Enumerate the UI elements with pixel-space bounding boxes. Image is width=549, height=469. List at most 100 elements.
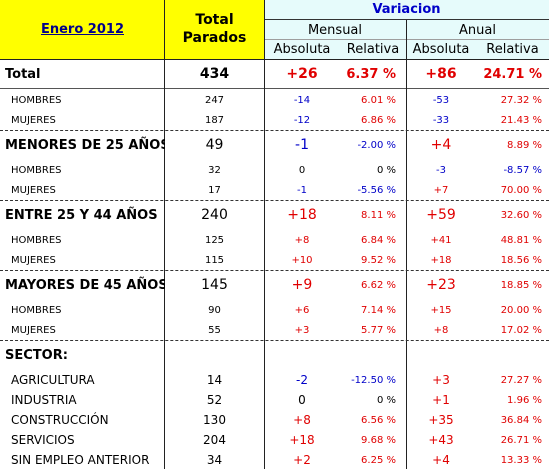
anual-relativa-value: 17.02 % bbox=[500, 324, 542, 336]
anual-absoluta-value: +23 bbox=[426, 277, 456, 293]
anual-relativa-value: 18.85 % bbox=[500, 279, 542, 291]
anual-absoluta-header: Absoluta bbox=[412, 41, 470, 57]
anual-relativa-value: 70.00 % bbox=[500, 184, 542, 196]
mensual-absoluta-value: -12 bbox=[293, 114, 311, 126]
column-divider bbox=[164, 0, 165, 469]
mensual-absoluta-value: -1 bbox=[295, 137, 309, 153]
anual-absoluta-value: +59 bbox=[426, 207, 456, 223]
total-column-background bbox=[165, 0, 264, 469]
anual-absoluta-value: +15 bbox=[430, 304, 452, 316]
mensual-absoluta-header: Absoluta bbox=[273, 41, 331, 57]
mensual-absoluta-value: +18 bbox=[287, 207, 317, 223]
mensual-absoluta-value: 0 bbox=[298, 164, 306, 176]
total-parados-value: 55 bbox=[208, 324, 221, 336]
total-bottom-rule bbox=[0, 88, 549, 89]
total-parados-value: 145 bbox=[201, 277, 228, 293]
row-label: HOMBRES bbox=[11, 94, 62, 106]
variacion-header: Variacion bbox=[372, 2, 441, 17]
mensual-relativa-value: 5.77 % bbox=[361, 324, 396, 336]
anual-relativa-value: 32.60 % bbox=[500, 209, 542, 221]
period-label: Enero 2012 bbox=[40, 22, 124, 37]
mensual-absoluta-value: +10 bbox=[291, 254, 313, 266]
anual-absoluta-value: +7 bbox=[433, 184, 449, 196]
anual-relativa-value: 27.27 % bbox=[500, 374, 542, 386]
mensual-relativa-value: 6.56 % bbox=[361, 414, 396, 426]
total-parados-value: 49 bbox=[205, 137, 224, 153]
mensual-absoluta-value: +9 bbox=[291, 277, 313, 293]
anual-absoluta-value: -33 bbox=[432, 114, 450, 126]
anual-relativa-value: -8.57 % bbox=[503, 164, 542, 176]
total-parados-value: 52 bbox=[206, 393, 223, 407]
row-label: MUJERES bbox=[11, 114, 56, 126]
mensual-relativa-value: -2.00 % bbox=[357, 139, 396, 151]
column-divider bbox=[264, 0, 265, 469]
total-header-cell bbox=[165, 0, 264, 59]
row-label: Total bbox=[5, 66, 41, 82]
row-label: MUJERES bbox=[11, 254, 56, 266]
anual-absoluta-value: +4 bbox=[432, 453, 450, 467]
row-label: MAYORES DE 45 AÑOS bbox=[5, 277, 165, 293]
mensual-relativa-value: 8.11 % bbox=[361, 209, 396, 221]
mensual-absoluta-value: +8 bbox=[294, 234, 310, 246]
mensual-relativa-value: 6.62 % bbox=[361, 279, 396, 291]
anual-absoluta-value: +35 bbox=[428, 413, 454, 427]
mensual-relativa-value: -5.56 % bbox=[357, 184, 396, 196]
total-parados-value: 247 bbox=[204, 94, 225, 106]
mensual-relativa-header: Relativa bbox=[346, 41, 400, 57]
anual-relativa-value: 27.32 % bbox=[500, 94, 542, 106]
anual-relativa-value: 8.89 % bbox=[507, 139, 542, 151]
group-separator bbox=[0, 340, 549, 341]
total-parados-value: 14 bbox=[206, 373, 223, 387]
row-label: CONSTRUCCIÓN bbox=[11, 413, 109, 427]
mensual-relativa-value: 6.84 % bbox=[361, 234, 396, 246]
group-separator bbox=[0, 200, 549, 201]
total-header-line1: Total bbox=[195, 12, 234, 28]
mensual-absoluta-value: -1 bbox=[297, 184, 307, 196]
anual-absoluta-value: +41 bbox=[430, 234, 452, 246]
anual-relativa-value: 1.96 % bbox=[507, 394, 542, 406]
mensual-relativa-value: 6.86 % bbox=[361, 114, 396, 126]
total-parados-value: 240 bbox=[201, 207, 228, 223]
mensual-relativa-value: 6.25 % bbox=[361, 454, 396, 466]
mensual-absoluta-value: +26 bbox=[286, 66, 318, 82]
mensual-relativa-value: -12.50 % bbox=[351, 374, 396, 386]
row-label: HOMBRES bbox=[11, 304, 62, 316]
mensual-absoluta-value: -2 bbox=[296, 373, 308, 387]
mensual-absoluta-value: +6 bbox=[294, 304, 310, 316]
mensual-absoluta-value: +18 bbox=[289, 433, 315, 447]
label-column-background bbox=[0, 0, 165, 469]
total-header-line2: Parados bbox=[182, 30, 247, 46]
anual-relativa-value: 18.56 % bbox=[500, 254, 542, 266]
anual-relativa-header: Relativa bbox=[486, 41, 539, 57]
row-label: HOMBRES bbox=[11, 164, 62, 176]
row-label: SERVICIOS bbox=[11, 433, 75, 447]
mensual-relativa-value: 6.37 % bbox=[346, 66, 396, 82]
mensual-absoluta-value: -14 bbox=[293, 94, 311, 106]
mensual-relativa-value: 0 % bbox=[376, 164, 396, 176]
total-parados-value: 34 bbox=[206, 453, 223, 467]
total-parados-value: 32 bbox=[208, 164, 221, 176]
row-label: INDUSTRIA bbox=[11, 393, 77, 407]
mensual-absoluta-value: +8 bbox=[293, 413, 311, 427]
mensual-relativa-value: 6.01 % bbox=[361, 94, 396, 106]
anual-relativa-value: 36.84 % bbox=[500, 414, 542, 426]
anual-relativa-value: 13.33 % bbox=[500, 454, 542, 466]
total-parados-value: 17 bbox=[208, 184, 221, 196]
anual-relativa-value: 21.43 % bbox=[500, 114, 542, 126]
row-label: MUJERES bbox=[11, 184, 56, 196]
row-label: SECTOR: bbox=[5, 347, 68, 363]
total-parados-value: 187 bbox=[204, 114, 225, 126]
total-parados-value: 204 bbox=[203, 433, 226, 447]
anual-absoluta-value: +3 bbox=[432, 373, 450, 387]
total-parados-value: 125 bbox=[204, 234, 225, 246]
mensual-relativa-value: 7.14 % bbox=[361, 304, 396, 316]
row-label: SIN EMPLEO ANTERIOR bbox=[11, 453, 150, 467]
mensual-relativa-value: 9.68 % bbox=[361, 434, 396, 446]
anual-absoluta-value: +4 bbox=[430, 137, 452, 153]
total-parados-value: 434 bbox=[199, 66, 230, 82]
anual-relativa-value: 24.71 % bbox=[483, 66, 542, 82]
group-separator bbox=[0, 270, 549, 271]
mensual-absoluta-value: +2 bbox=[293, 453, 311, 467]
column-divider bbox=[406, 20, 407, 469]
